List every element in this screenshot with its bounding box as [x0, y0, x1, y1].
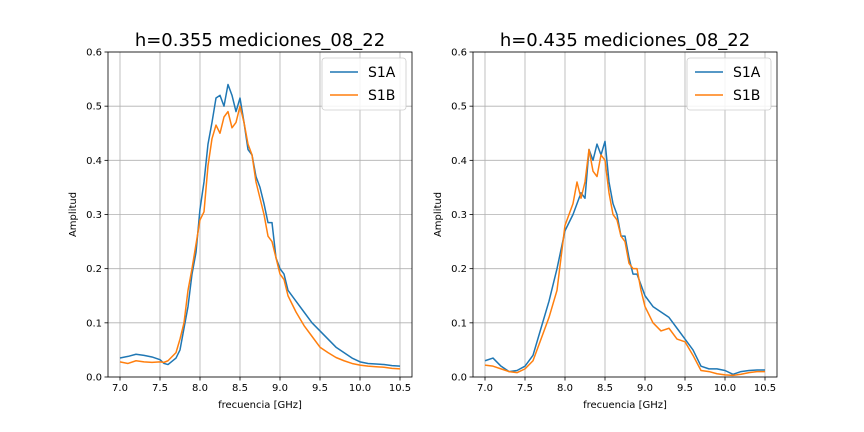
x-tick-label: 10.5 [754, 383, 776, 394]
legend-label-s1b: S1B [733, 88, 760, 104]
y-tick-label: 0.4 [86, 156, 102, 167]
chart-title: h=0.355 mediciones_08_22 [135, 30, 385, 51]
x-tick-label: 8.0 [557, 383, 573, 394]
x-axis-label: frecuencia [GHz] [218, 400, 302, 411]
x-tick-label: 9.0 [637, 383, 653, 394]
legend-box [686, 57, 772, 111]
y-tick-label: 0.5 [86, 102, 102, 113]
axes-frame [472, 51, 778, 378]
legend-label-s1b: S1B [368, 88, 395, 104]
x-tick-label: 7.5 [517, 383, 533, 394]
y-tick-label: 0.3 [86, 210, 102, 221]
x-tick-label: 10.0 [714, 383, 736, 394]
series-line-s1b [119, 105, 401, 370]
y-tick-label: 0.2 [86, 264, 102, 275]
y-tick-label: 0.0 [86, 373, 102, 384]
y-tick-label: 0.1 [86, 318, 102, 329]
x-tick-label: 7.0 [477, 383, 493, 394]
y-tick-label: 0.4 [451, 156, 467, 167]
chart-title: h=0.435 mediciones_08_22 [500, 30, 750, 51]
x-axis-label: frecuencia [GHz] [583, 400, 667, 411]
x-tick-label: 9.5 [312, 383, 328, 394]
x-tick-label: 9.0 [272, 383, 288, 394]
y-tick-label: 0.5 [451, 102, 467, 113]
y-tick-label: 0.1 [451, 318, 467, 329]
legend-box [321, 57, 407, 111]
x-tick-label: 7.5 [152, 383, 168, 394]
y-tick-label: 0.6 [451, 48, 467, 59]
series-line-s1b [484, 148, 765, 377]
x-tick-label: 8.0 [192, 383, 208, 394]
y-tick-label: 0.3 [451, 210, 467, 221]
x-tick-label: 8.5 [597, 383, 613, 394]
x-tick-label: 10.0 [349, 383, 371, 394]
y-axis-label: Amplitud [68, 192, 79, 237]
x-tick-label: 7.0 [112, 383, 128, 394]
y-axis-label: Amplitud [433, 192, 444, 237]
chart-right: 7.0 7.5 8.0 8.5 9.0 9.5 10.0 10.5 0.0 0.1 0.2 0.3 0.… [433, 30, 778, 411]
x-tick-label: 10.5 [389, 383, 411, 394]
chart-left: 7.0 7.5 8.0 8.5 9.0 9.5 10.0 10.5 0.0 0.1 0.2 0.3 0.… [68, 30, 413, 411]
legend-label-s1a: S1A [368, 65, 396, 81]
y-tick-label: 0.6 [86, 48, 102, 59]
x-tick-label: 8.5 [232, 383, 248, 394]
legend-label-s1a: S1A [733, 65, 761, 81]
y-tick-label: 0.0 [451, 373, 467, 384]
x-tick-label: 9.5 [677, 383, 693, 394]
axes-frame [107, 51, 413, 378]
y-tick-label: 0.2 [451, 264, 467, 275]
